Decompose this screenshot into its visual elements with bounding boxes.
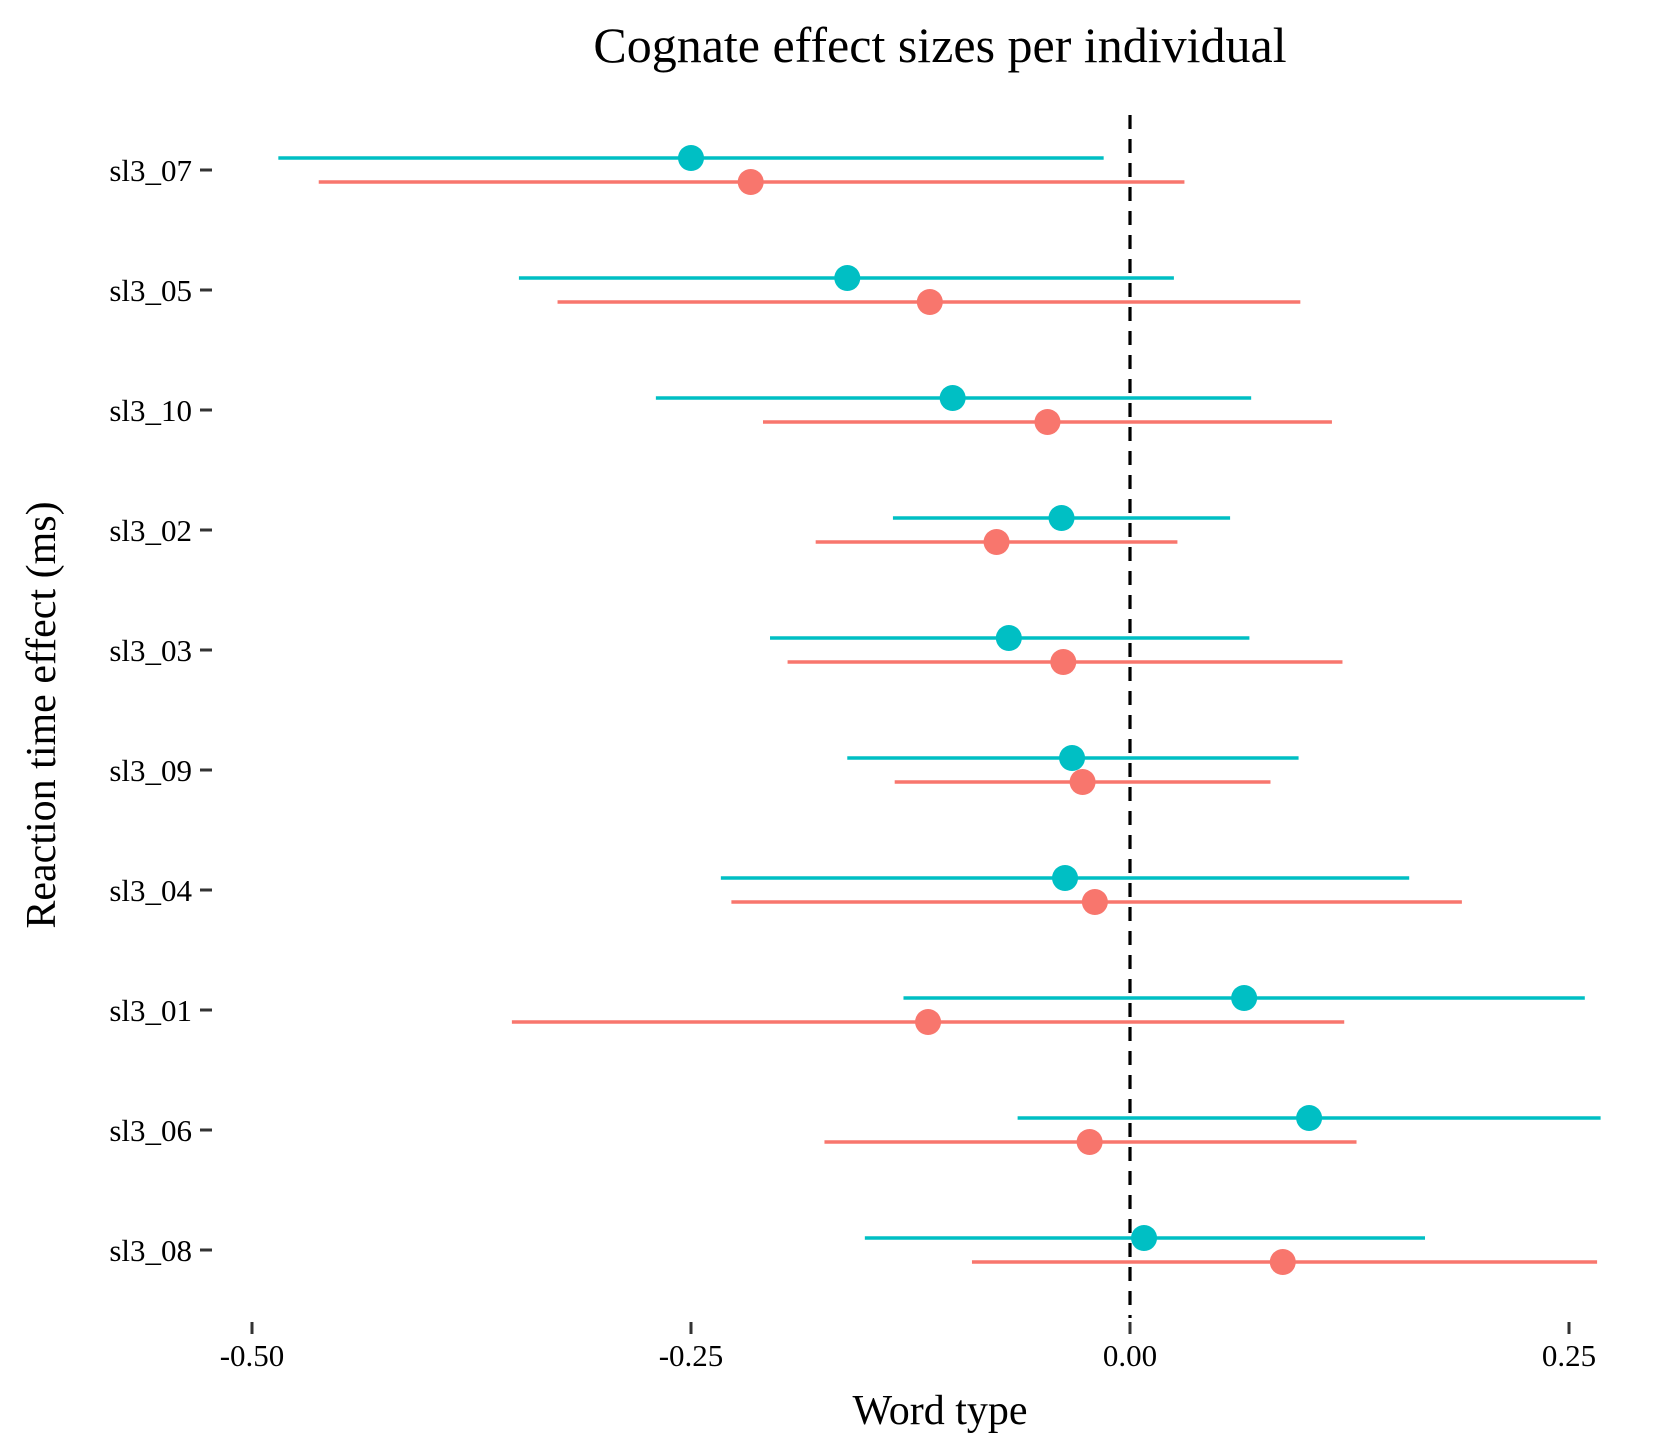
point-series2-sl3_05: [916, 289, 943, 315]
point-series2-sl3_01: [915, 1009, 942, 1035]
point-series1-sl3_01: [1231, 985, 1258, 1011]
point-series1-sl3_03: [995, 625, 1022, 651]
y-tick-label-sl3_10: sl3_10: [109, 393, 192, 428]
y-tick-label-sl3_02: sl3_02: [109, 513, 192, 548]
y-tick-label-sl3_01: sl3_01: [109, 993, 192, 1028]
y-tick-label-sl3_08: sl3_08: [109, 1233, 192, 1268]
y-tick-label-sl3_05: sl3_05: [109, 273, 192, 308]
y-tick-label-sl3_09: sl3_09: [109, 753, 192, 788]
point-series2-sl3_10: [1034, 409, 1061, 435]
point-series2-sl3_07: [737, 169, 764, 195]
point-series1-sl3_02: [1048, 505, 1075, 531]
y-tick-label-sl3_07: sl3_07: [109, 153, 192, 188]
point-series1-sl3_06: [1296, 1105, 1323, 1131]
y-tick-label-sl3_06: sl3_06: [109, 1113, 192, 1148]
plot-area: [278, 115, 1601, 1318]
y-axis: sl3_07 sl3_05 sl3_10 sl3_02 sl3_03 sl3_09 sl3_…: [109, 153, 212, 1268]
point-series2-sl3_03: [1050, 649, 1077, 675]
point-series2-sl3_06: [1076, 1129, 1103, 1155]
point-series2-sl3_02: [983, 529, 1010, 555]
point-series1-sl3_05: [834, 265, 861, 291]
chart-title: Cognate effect sizes per individual: [593, 17, 1286, 73]
x-tick-label-2: 0.00: [1103, 1338, 1157, 1373]
y-tick-label-sl3_04: sl3_04: [109, 873, 192, 908]
point-series1-sl3_04: [1052, 865, 1079, 891]
y-tick-label-sl3_03: sl3_03: [109, 633, 192, 668]
point-series2-sl3_09: [1069, 769, 1096, 795]
x-tick-label-0: -0.50: [220, 1338, 285, 1373]
x-axis-title: Word type: [852, 1388, 1027, 1434]
y-axis-title: Reaction time effect (ms): [19, 501, 65, 928]
point-series1-sl3_09: [1059, 745, 1086, 771]
point-series1-sl3_07: [678, 145, 704, 171]
x-axis: -0.50 -0.25 0.00 0.25: [220, 1322, 1596, 1373]
point-series2-sl3_08: [1269, 1249, 1296, 1275]
point-series1-sl3_08: [1131, 1225, 1158, 1251]
point-series1-sl3_10: [939, 385, 966, 411]
point-series2-sl3_04: [1081, 889, 1108, 915]
x-tick-label-3: 0.25: [1542, 1338, 1596, 1373]
x-tick-label-1: -0.25: [659, 1338, 724, 1373]
